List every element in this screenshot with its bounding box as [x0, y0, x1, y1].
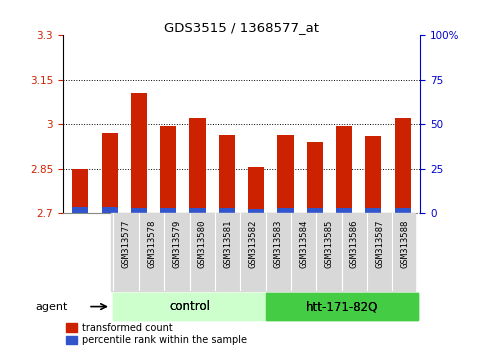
Text: GSM313583: GSM313583: [274, 219, 283, 268]
Bar: [219, 208, 235, 213]
Title: GDS3515 / 1368577_at: GDS3515 / 1368577_at: [164, 21, 319, 34]
Bar: [365, 136, 382, 213]
Bar: [114, 293, 266, 320]
Text: GSM313582: GSM313582: [248, 219, 257, 268]
Bar: [266, 293, 418, 320]
Bar: [160, 208, 176, 213]
Text: GSM313577: GSM313577: [122, 219, 131, 268]
Text: control: control: [169, 300, 210, 313]
Bar: [160, 126, 176, 213]
Text: transformed count: transformed count: [83, 322, 173, 333]
Text: GSM313581: GSM313581: [223, 219, 232, 268]
Text: htt-171-82Q: htt-171-82Q: [305, 300, 378, 313]
Bar: [72, 169, 88, 213]
Text: GSM313585: GSM313585: [325, 219, 333, 268]
Bar: [248, 167, 264, 213]
Bar: [395, 119, 411, 213]
Bar: [365, 208, 382, 213]
Bar: [307, 142, 323, 213]
Text: GSM313587: GSM313587: [375, 219, 384, 268]
Text: GSM313579: GSM313579: [172, 219, 181, 268]
Bar: [101, 133, 118, 213]
Text: GSM313584: GSM313584: [299, 219, 308, 268]
Text: agent: agent: [35, 302, 68, 312]
Bar: [101, 207, 118, 213]
Bar: [395, 208, 411, 213]
Bar: [189, 119, 206, 213]
Text: GSM313586: GSM313586: [350, 219, 359, 268]
Bar: [189, 208, 206, 213]
Bar: [266, 293, 418, 320]
Bar: [336, 126, 352, 213]
Bar: [66, 336, 77, 344]
Text: percentile rank within the sample: percentile rank within the sample: [83, 335, 247, 345]
Text: control: control: [169, 300, 210, 313]
Bar: [131, 93, 147, 213]
Text: GSM313578: GSM313578: [147, 219, 156, 268]
Bar: [72, 207, 88, 213]
Bar: [307, 208, 323, 213]
Bar: [111, 213, 415, 291]
Text: GSM313588: GSM313588: [400, 219, 410, 268]
Bar: [219, 135, 235, 213]
Bar: [336, 208, 352, 213]
Text: GSM313580: GSM313580: [198, 219, 207, 268]
Bar: [277, 135, 294, 213]
Bar: [277, 208, 294, 213]
Bar: [131, 208, 147, 213]
Bar: [114, 293, 266, 320]
Text: htt-171-82Q: htt-171-82Q: [305, 300, 378, 313]
Bar: [66, 323, 77, 332]
Bar: [248, 209, 264, 213]
